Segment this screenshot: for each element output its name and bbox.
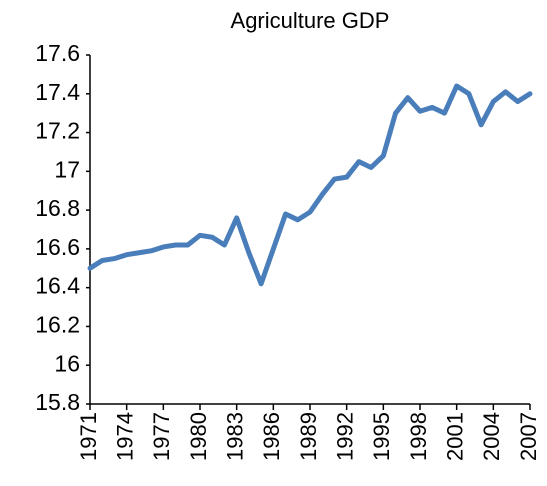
y-tick-label: 16	[54, 350, 80, 376]
x-tick-label: 1995	[369, 412, 394, 461]
x-tick-label: 1983	[222, 412, 247, 461]
x-tick-label: 1977	[149, 412, 174, 461]
x-tick-label: 1980	[186, 412, 211, 461]
x-tick-label: 2004	[479, 412, 504, 461]
y-tick-label: 17.2	[35, 118, 80, 144]
y-tick-label: 16.4	[35, 273, 80, 299]
line-series	[87, 83, 533, 287]
x-tick-label: 1974	[112, 412, 137, 461]
x-tick-label: 1986	[259, 412, 284, 461]
y-tick-label: 17	[54, 156, 80, 182]
y-tick-label: 17.4	[35, 79, 80, 105]
x-tick-label: 1971	[76, 412, 101, 461]
y-tick-label: 15.8	[35, 389, 80, 415]
x-tick-label: 1998	[406, 412, 431, 461]
y-tick-label: 16.2	[35, 312, 80, 338]
y-tick-label: 16.8	[35, 195, 80, 221]
y-tick-label: 16.6	[35, 234, 80, 260]
y-tick-label: 17.6	[35, 40, 80, 66]
x-tick-label: 1992	[332, 412, 357, 461]
x-tick-label: 1989	[296, 412, 321, 461]
x-tick-label: 2007	[516, 412, 541, 461]
chart-title: Agriculture GDP	[231, 8, 390, 33]
x-tick-label: 2001	[442, 412, 467, 461]
